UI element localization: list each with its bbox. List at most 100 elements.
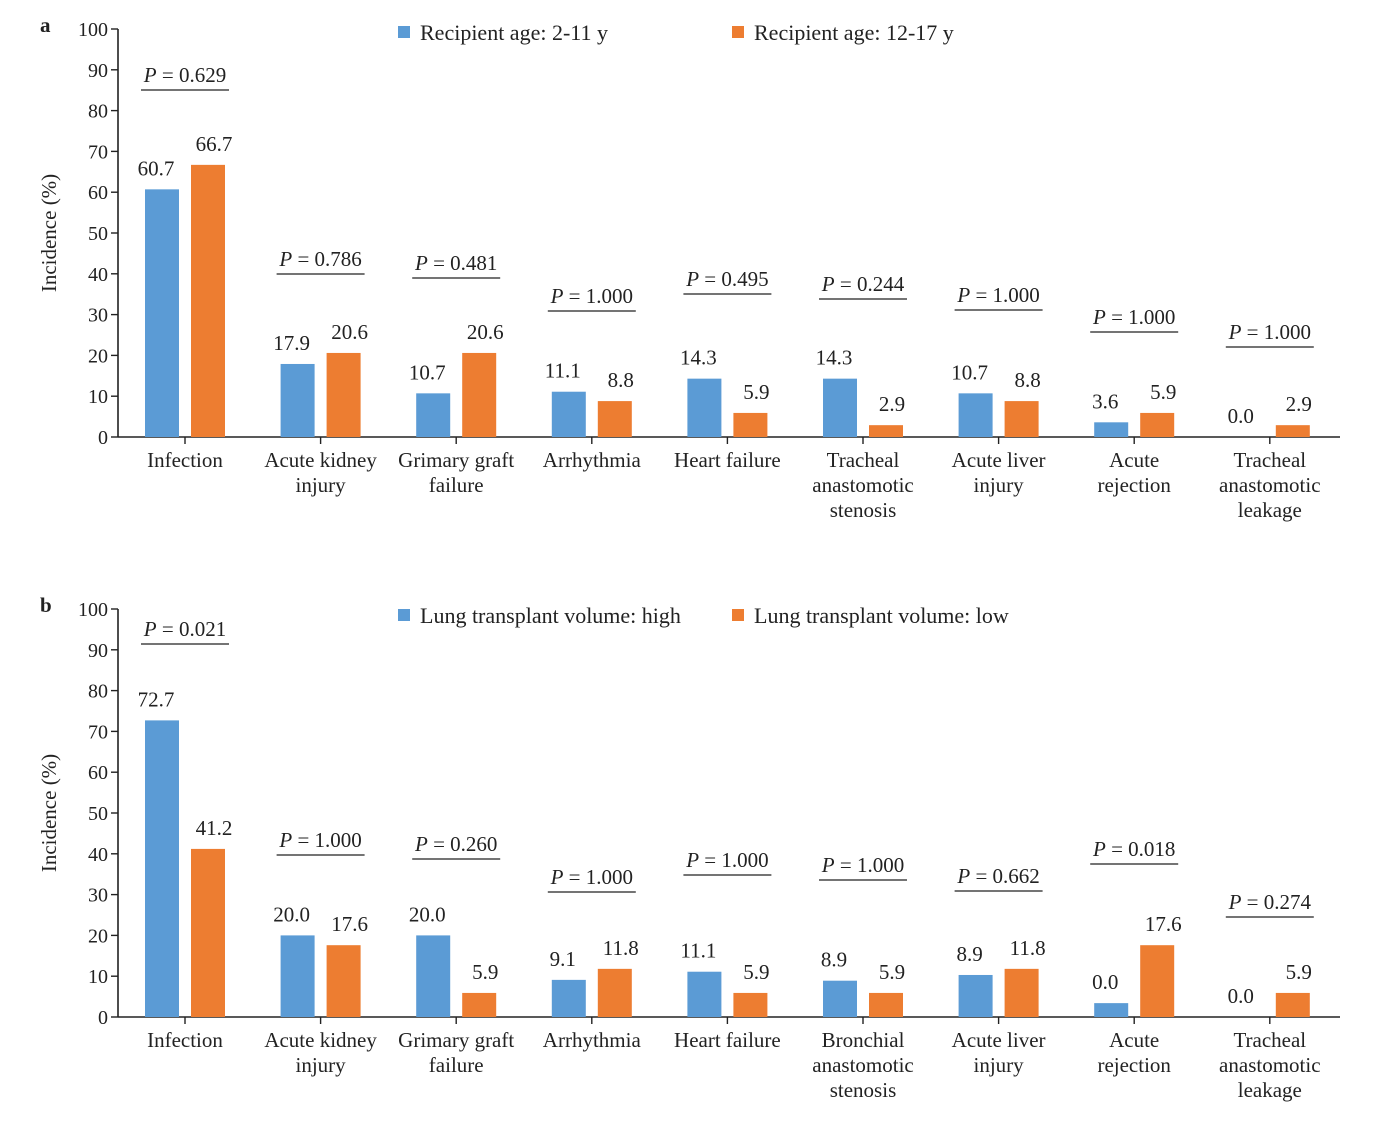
p-value-label: P = 1.000 xyxy=(956,283,1039,307)
y-tick-label: 30 xyxy=(88,305,108,327)
bar xyxy=(1275,992,1310,1017)
y-axis-label: Incidence (%) xyxy=(37,754,61,872)
data-label: 8.9 xyxy=(956,942,982,966)
data-label: 5.9 xyxy=(743,960,769,984)
bar xyxy=(462,352,497,437)
category-label: Acute kidney injury xyxy=(264,448,377,497)
bar xyxy=(823,378,857,437)
bar xyxy=(1140,945,1175,1017)
data-label: 14.3 xyxy=(680,346,717,370)
bar xyxy=(597,401,632,437)
data-label: 2.9 xyxy=(1286,392,1312,416)
p-value-label: P = 1.000 xyxy=(821,853,904,877)
data-label: 8.8 xyxy=(1014,368,1040,392)
data-label: 5.9 xyxy=(1150,380,1176,404)
bar xyxy=(687,378,722,437)
legend-entry: Recipient age: 2-11 y xyxy=(420,20,608,45)
legend-swatch xyxy=(732,26,744,38)
y-tick-label: 60 xyxy=(88,762,108,784)
bar xyxy=(958,974,993,1017)
y-tick-label: 0 xyxy=(98,1007,108,1029)
bar xyxy=(1275,425,1310,437)
bar xyxy=(326,352,361,437)
data-label: 5.9 xyxy=(879,960,905,984)
data-label: 2.9 xyxy=(879,392,905,416)
data-label: 0.0 xyxy=(1228,404,1254,428)
p-value-label: P = 1.000 xyxy=(550,865,633,889)
category-label: Grimary graft failure xyxy=(398,448,514,497)
p-value-label: P = 0.786 xyxy=(278,247,361,271)
bar xyxy=(1094,1003,1129,1017)
data-label: 17.6 xyxy=(331,912,368,936)
y-tick-label: 30 xyxy=(88,885,108,907)
data-label: 11.1 xyxy=(545,359,581,383)
data-label: 10.7 xyxy=(951,360,988,384)
category-label: Tracheal anastomotic leakage xyxy=(1219,1028,1320,1102)
bar xyxy=(326,945,361,1017)
legend-entry: Lung transplant volume: low xyxy=(754,603,1009,628)
p-value-label: P = 0.274 xyxy=(1228,890,1312,914)
panel-letter: a xyxy=(40,13,51,37)
bar xyxy=(551,391,586,437)
data-label: 3.6 xyxy=(1092,389,1118,413)
panel-a: a Incidence (%) 0 10 20 30 40 50 60 70 80 90 100 Reci… xyxy=(37,13,1340,522)
p-value-label: P = 0.244 xyxy=(821,272,905,296)
category-label: Arrhythmia xyxy=(543,448,642,472)
bar xyxy=(1140,412,1175,437)
bar xyxy=(1094,422,1129,437)
p-value-label: P = 0.021 xyxy=(143,617,226,641)
y-tick-label: 20 xyxy=(88,345,108,367)
legend-swatch xyxy=(398,609,410,621)
y-tick-label: 100 xyxy=(78,19,108,41)
panel-letter: b xyxy=(40,593,52,617)
bar xyxy=(869,992,903,1017)
category-label: Acute kidney injury xyxy=(264,1028,377,1077)
y-tick-label: 10 xyxy=(88,386,108,408)
data-label: 14.3 xyxy=(816,346,853,370)
bar xyxy=(687,971,722,1017)
bar xyxy=(462,992,497,1017)
data-label: 10.7 xyxy=(409,360,446,384)
y-tick-label: 40 xyxy=(88,264,108,286)
bar xyxy=(823,980,857,1017)
data-label: 5.9 xyxy=(472,960,498,984)
legend-entry: Lung transplant volume: high xyxy=(420,603,681,628)
category-label: Infection xyxy=(147,1028,223,1052)
legend-entry: Recipient age: 12-17 y xyxy=(754,20,954,45)
bar xyxy=(551,979,586,1017)
category-label: Bronchial anastomotic stenosis xyxy=(812,1028,913,1102)
bar xyxy=(733,992,768,1017)
y-tick-label: 80 xyxy=(88,101,108,123)
data-label: 5.9 xyxy=(1286,960,1312,984)
data-label: 60.7 xyxy=(138,156,175,180)
data-label: 11.8 xyxy=(603,936,639,960)
category-label: Acute rejection xyxy=(1097,1028,1171,1077)
bar xyxy=(1004,968,1039,1017)
data-label: 0.0 xyxy=(1228,984,1254,1008)
data-label: 11.1 xyxy=(680,939,716,963)
data-label: 5.9 xyxy=(743,380,769,404)
data-label: 8.9 xyxy=(821,948,847,972)
y-tick-label: 70 xyxy=(88,721,108,743)
y-tick-label: 50 xyxy=(88,803,108,825)
category-label: Acute liver injury xyxy=(952,1028,1046,1077)
bar xyxy=(733,412,768,437)
y-tick-label: 0 xyxy=(98,427,108,449)
category-label: Heart failure xyxy=(674,448,781,472)
bar xyxy=(416,393,451,437)
category-label: Heart failure xyxy=(674,1028,781,1052)
category-label: Infection xyxy=(147,448,223,472)
data-label: 20.0 xyxy=(409,902,446,926)
data-label: 17.9 xyxy=(273,331,310,355)
data-label: 41.2 xyxy=(196,816,233,840)
p-value-label: P = 0.018 xyxy=(1092,837,1175,861)
y-tick-label: 70 xyxy=(88,141,108,163)
p-value-label: P = 0.495 xyxy=(685,267,768,291)
category-label: Acute liver injury xyxy=(952,448,1046,497)
y-tick-label: 60 xyxy=(88,182,108,204)
category-label: Arrhythmia xyxy=(543,1028,642,1052)
p-value-label: P = 1.000 xyxy=(685,848,768,872)
y-tick-label: 20 xyxy=(88,925,108,947)
data-label: 20.6 xyxy=(467,320,504,344)
